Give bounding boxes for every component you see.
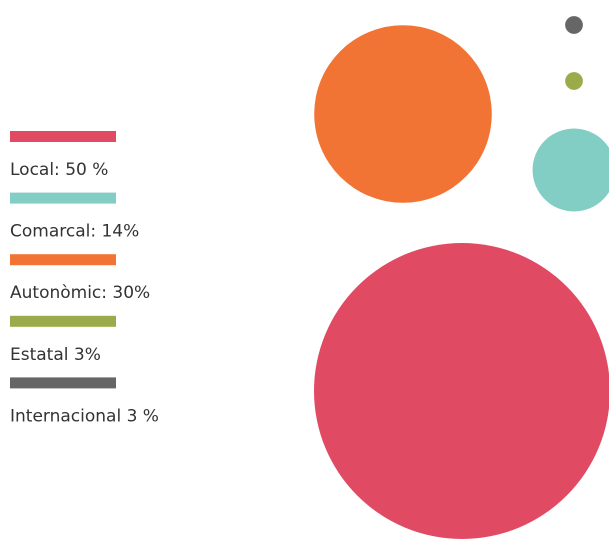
legend-swatch: [10, 315, 116, 327]
legend-label: Estatal 3%: [10, 345, 101, 365]
bubble: [565, 72, 583, 90]
legend-label: Local: 50 %: [10, 160, 108, 180]
legend-swatch: [10, 192, 116, 204]
legend-swatch: [10, 254, 116, 266]
legend-swatch: [10, 131, 116, 142]
legend-label: Autonòmic: 30%: [10, 283, 150, 303]
legend-swatch: [10, 377, 116, 389]
bubble: [314, 243, 609, 539]
legend-label: Comarcal: 14%: [10, 222, 139, 242]
legend-label: Internacional 3 %: [10, 406, 159, 426]
bubble: [314, 25, 492, 203]
bubble: [565, 16, 583, 34]
bubble: [532, 128, 609, 212]
